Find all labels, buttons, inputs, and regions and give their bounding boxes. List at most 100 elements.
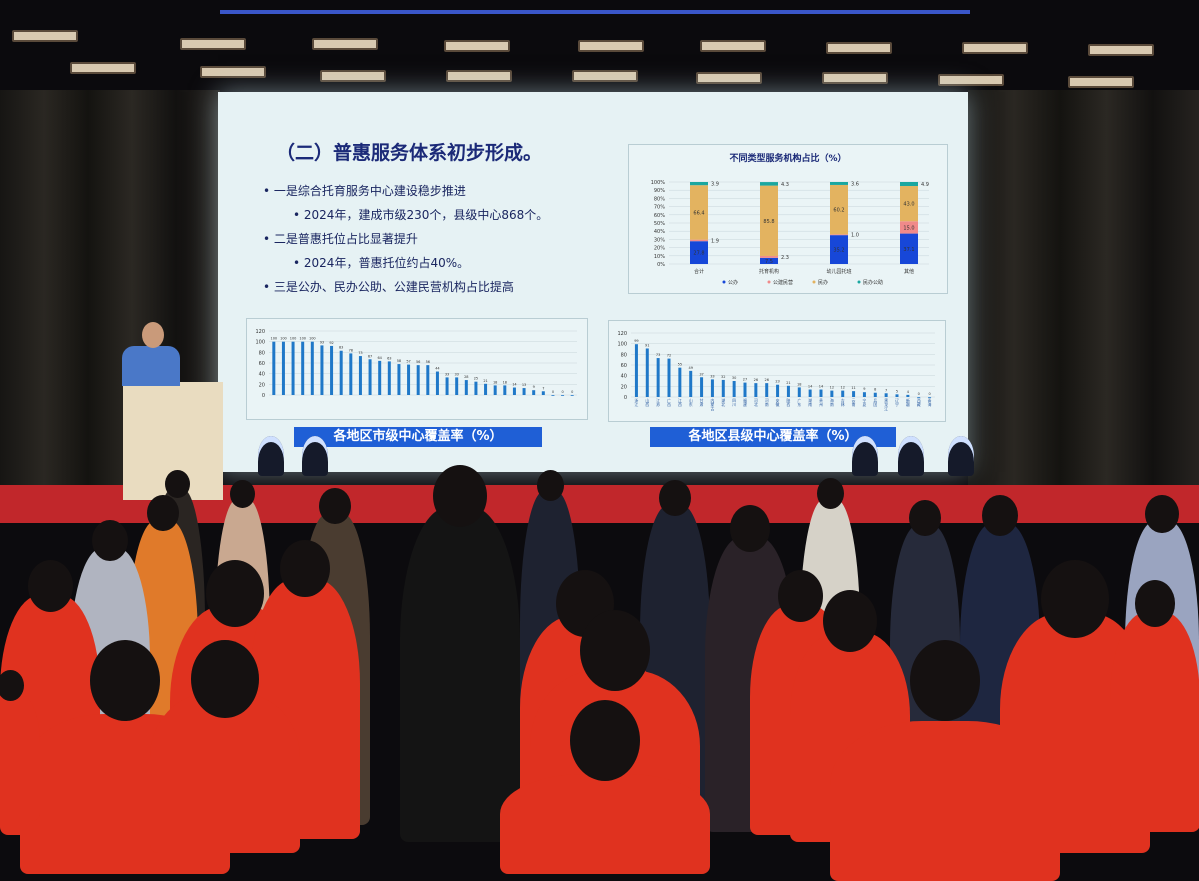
x-tick-label: 江苏	[656, 398, 660, 407]
bar	[754, 383, 758, 397]
y-tick-label: 40	[621, 374, 627, 380]
y-tick-label: 40%	[654, 229, 665, 235]
bar	[464, 380, 468, 395]
bar	[561, 395, 565, 396]
x-tick-label: 湖北	[721, 398, 725, 407]
stacked-bar-segment	[830, 182, 848, 185]
data-label: 0	[928, 392, 930, 396]
data-label: 78	[349, 348, 353, 352]
sub-bullet-text: 2024年，建成市级230个，县级中心868个。	[303, 208, 549, 222]
data-label: 33	[454, 372, 458, 376]
data-label: 8	[874, 388, 876, 392]
bar	[320, 345, 324, 395]
data-label: 56	[416, 360, 420, 364]
bar	[522, 388, 526, 395]
y-tick-label: 70%	[654, 205, 665, 211]
data-label: 91	[645, 343, 649, 347]
audience-head	[1134, 580, 1176, 627]
stacked-bar-segment	[900, 182, 918, 187]
bar	[416, 365, 420, 395]
data-label: 9	[863, 387, 865, 391]
bar	[645, 348, 649, 397]
data-label: 7	[885, 388, 887, 392]
city-chart-panel: 0 20 40 60 80 100 120 100 100 100 100 100 93 92 83 78 73…	[246, 318, 588, 420]
data-label: 0	[571, 390, 573, 394]
ceiling-light	[696, 72, 762, 84]
data-label: 15.0	[903, 225, 914, 231]
data-label: 7	[542, 386, 544, 390]
data-label: 44	[435, 367, 440, 371]
ceiling-light	[572, 70, 638, 82]
audience-member	[400, 507, 520, 842]
bar	[570, 395, 574, 396]
y-tick-label: 100	[255, 340, 265, 346]
x-tick-label: 河南	[765, 398, 769, 407]
x-tick-label: 广东	[797, 398, 801, 407]
bar	[484, 383, 488, 395]
data-label: 18	[797, 382, 801, 386]
x-tick-label: 福建	[743, 398, 747, 407]
data-label: 64	[377, 356, 382, 360]
data-label: 100	[280, 337, 287, 341]
data-label: 66.4	[693, 210, 704, 216]
stage-spotlight	[852, 436, 878, 476]
x-tick-label: 河北	[754, 398, 758, 407]
data-label: 27.8	[693, 251, 704, 257]
bar	[541, 391, 545, 395]
slide-bullets: • 一是综合托育服务中心建设稳步推进 • 2024年，建成市级230个，县级中心…	[263, 182, 623, 295]
x-tick-label: 吉林	[841, 398, 845, 407]
bar	[667, 358, 671, 397]
data-label: 23	[775, 380, 779, 384]
legend-label: 公建民营	[773, 279, 793, 286]
data-label: 28	[464, 375, 468, 379]
bar	[776, 384, 780, 397]
bar	[455, 377, 459, 395]
stage-spotlight	[302, 436, 328, 476]
x-tick-label: 江西	[678, 398, 682, 407]
x-tick-label: 内蒙古	[711, 398, 715, 411]
bar	[349, 353, 353, 395]
bar	[797, 387, 801, 397]
audience-member	[500, 773, 710, 874]
y-tick-label: 60	[259, 361, 265, 367]
x-tick-label: 新疆	[906, 398, 910, 407]
audience-head	[580, 610, 650, 691]
stacked-bar-segment	[830, 184, 848, 235]
audience-head	[319, 488, 351, 525]
data-label: 26	[764, 378, 768, 382]
ceiling-light	[180, 38, 246, 50]
x-tick-label: 青海	[928, 398, 932, 407]
bar	[281, 341, 285, 395]
audience-head	[1041, 560, 1109, 638]
audience-head	[205, 560, 265, 628]
bar	[634, 344, 638, 397]
bar	[700, 377, 704, 397]
data-label: 32	[721, 375, 725, 379]
y-tick-label: 80	[621, 352, 627, 358]
legend-label: 民办公助	[863, 279, 883, 286]
data-label: 43.0	[903, 202, 914, 208]
stage-spotlight	[258, 436, 284, 476]
bar	[819, 389, 823, 397]
stacked-bar-segment	[690, 241, 708, 264]
data-label: 92	[329, 341, 333, 345]
speaker	[122, 346, 180, 386]
x-tick-label: 海南	[830, 398, 834, 407]
data-label: 33	[710, 374, 714, 378]
bullet-text: 三是公办、民办公助、公建民营机构占比提高	[273, 280, 514, 294]
data-label: 37.1	[903, 247, 914, 253]
bar	[407, 364, 411, 395]
legend-marker	[857, 280, 861, 284]
bar	[884, 393, 888, 397]
legend-label: 公办	[728, 279, 738, 286]
bar	[862, 392, 866, 397]
bar	[656, 358, 660, 397]
y-tick-label: 40	[259, 372, 265, 378]
audience-head	[191, 640, 259, 718]
bullet-2: • 二是普惠托位占比显著提升	[263, 232, 418, 246]
y-tick-label: 0	[624, 395, 627, 401]
data-label: 4.3	[781, 182, 789, 188]
bar	[906, 394, 910, 397]
x-tick-label: 山西	[645, 398, 649, 407]
audience-head	[910, 640, 980, 721]
